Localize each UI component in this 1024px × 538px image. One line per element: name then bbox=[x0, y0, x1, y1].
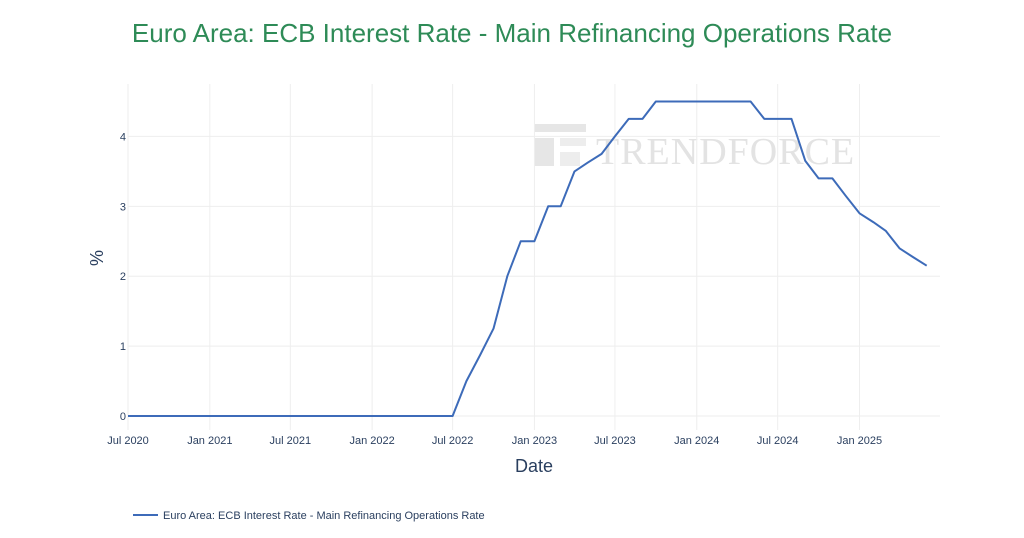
legend[interactable]: Euro Area: ECB Interest Rate - Main Refi… bbox=[133, 510, 485, 522]
y-tick-label: 1 bbox=[120, 341, 126, 353]
x-tick-label: Jul 2022 bbox=[432, 435, 474, 447]
x-tick-label: Jul 2024 bbox=[757, 435, 799, 447]
legend-label: Euro Area: ECB Interest Rate - Main Refi… bbox=[163, 510, 485, 522]
chart-title: Euro Area: ECB Interest Rate - Main Refi… bbox=[131, 18, 893, 48]
x-tick-label: Jan 2024 bbox=[674, 435, 719, 447]
x-tick-label: Jan 2023 bbox=[512, 435, 557, 447]
y-axis-ticks: 0 1 2 3 4 bbox=[120, 131, 126, 423]
watermark-logo-bar bbox=[534, 124, 586, 132]
watermark-logo-stem bbox=[534, 138, 554, 166]
x-tick-label: Jul 2023 bbox=[594, 435, 636, 447]
watermark-logo-bar bbox=[560, 138, 586, 146]
y-tick-label: 2 bbox=[120, 271, 126, 283]
series-line bbox=[128, 100, 928, 417]
x-axis-title: Date bbox=[515, 456, 553, 476]
x-tick-label: Jan 2025 bbox=[837, 435, 882, 447]
y-axis-title: % bbox=[87, 250, 107, 266]
y-tick-label: 0 bbox=[120, 411, 126, 423]
y-tick-label: 4 bbox=[120, 131, 126, 143]
x-tick-label: Jul 2021 bbox=[270, 435, 312, 447]
x-tick-label: Jan 2022 bbox=[350, 435, 395, 447]
x-axis-ticks: Jul 2020 Jan 2021 Jul 2021 Jan 2022 Jul 2022… bbox=[107, 435, 882, 447]
trendforce-watermark: TRENDFORCE bbox=[534, 124, 855, 173]
x-tick-label: Jan 2021 bbox=[187, 435, 232, 447]
watermark-logo-block bbox=[560, 152, 580, 166]
y-tick-label: 3 bbox=[120, 201, 126, 213]
x-tick-label: Jul 2020 bbox=[107, 435, 149, 447]
series-layer bbox=[128, 100, 928, 417]
watermark-text: TRENDFORCE bbox=[596, 131, 855, 173]
